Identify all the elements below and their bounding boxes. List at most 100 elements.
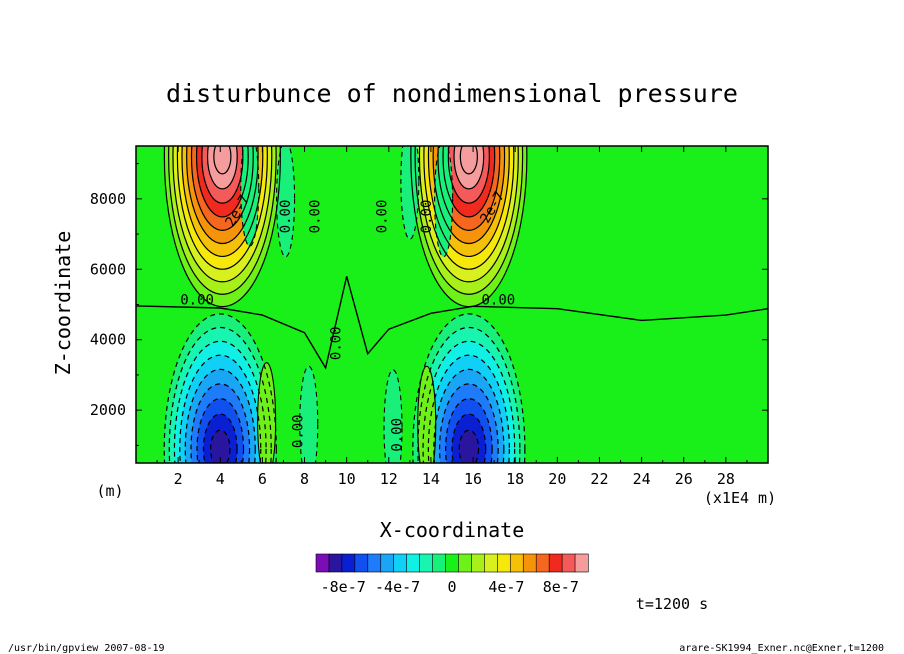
contour-line	[418, 146, 519, 283]
plot-area: 0.00 0.000.00 0.00 0.00 0.000.000.00 0.002e-7…	[135, 145, 769, 464]
contour-lobe-line	[257, 362, 277, 463]
colorbar-swatch	[419, 553, 434, 573]
contour-line	[414, 146, 524, 295]
x-tick-label: 26	[675, 470, 693, 488]
contour-label: 0.00	[278, 200, 294, 234]
contour-band	[213, 146, 231, 174]
contour-line	[172, 146, 273, 283]
x-tick-label: 2	[174, 470, 183, 488]
colorbar-swatch	[471, 553, 485, 573]
colorbar-swatch	[445, 553, 460, 573]
contour-line	[412, 313, 526, 463]
contour-line	[184, 368, 256, 463]
colorbar-swatch	[509, 553, 524, 573]
contour-line	[458, 429, 480, 463]
contour-line	[427, 146, 510, 258]
contour-lobe-line	[400, 146, 420, 240]
colorbar-swatch	[315, 553, 330, 573]
colorbar-swatch	[341, 553, 356, 573]
x-tick-label: 4	[216, 470, 225, 488]
contour-band	[459, 430, 479, 463]
contour-line	[190, 383, 251, 463]
x-tick-label: 10	[338, 470, 356, 488]
y-tick-label: 8000	[90, 190, 126, 208]
contour-line	[438, 383, 499, 463]
contour-label: 0.00	[307, 200, 323, 234]
contour-lobe-line	[383, 369, 403, 463]
contour-lobe-line	[240, 146, 260, 247]
colorbar-label: 8e-7	[543, 578, 579, 596]
contour-lobe-line	[299, 365, 319, 463]
colorbar-swatch	[380, 553, 395, 573]
contour-band	[210, 430, 230, 463]
colorbar-swatch	[367, 553, 382, 573]
contour-lobe	[384, 369, 403, 463]
contour-line	[437, 146, 501, 231]
contour-line	[417, 326, 521, 463]
contour-line	[181, 146, 264, 258]
contour-line	[206, 146, 238, 190]
x-tick-label: 6	[258, 470, 267, 488]
contour-lobe	[276, 146, 295, 257]
contour-line	[432, 146, 506, 245]
x-tick-label: 14	[422, 470, 440, 488]
contour-line	[186, 146, 259, 245]
contour-lobe	[417, 366, 436, 463]
contour-line	[190, 146, 254, 231]
colorbar-label: -8e-7	[321, 578, 366, 596]
colorbar-labels: -8e-7 -4e-7 0 4e-7 8e-7	[321, 578, 579, 596]
colorbar-swatch	[328, 553, 343, 573]
contour-label: 0.00	[481, 293, 515, 309]
contour-line	[201, 146, 244, 204]
x-scale-note: (x1E4 m)	[704, 489, 776, 507]
y-axis-title: Z-coordinate	[51, 231, 75, 376]
contour-line	[445, 398, 493, 463]
x-tick-label: 20	[548, 470, 566, 488]
contour-lobe	[299, 366, 318, 463]
contour-line	[163, 313, 277, 463]
x-axis-title: X-coordinate	[380, 518, 525, 542]
contour-line	[451, 413, 487, 463]
contour-label: 0.00	[180, 293, 214, 309]
contour-lobe	[400, 146, 419, 240]
colorbar-label: -4e-7	[375, 578, 420, 596]
y-tick-label: 4000	[90, 331, 126, 349]
contour-band	[460, 146, 478, 174]
contour-line	[176, 146, 268, 270]
contour-line	[447, 146, 490, 204]
colorbar-swatch	[393, 553, 408, 573]
contour-line	[442, 146, 496, 218]
contour-lobe-line	[276, 146, 296, 258]
y-axis: 2000 4000 6000 8000	[90, 163, 768, 446]
x-axis: 2 4 6 8 10 12 14 16 18 20 22 24 26 28	[156, 146, 748, 488]
contour-line	[168, 326, 272, 463]
time-label: t=1200 s	[636, 595, 708, 613]
x-tick-label: 22	[590, 470, 608, 488]
contour-line	[196, 398, 245, 463]
y-tick-label: 6000	[90, 260, 126, 278]
contour-line	[210, 429, 231, 463]
colorbar-swatch	[432, 553, 447, 573]
zero-contour-line	[136, 276, 768, 370]
contour-line	[453, 146, 485, 190]
colorbar-swatch	[574, 553, 589, 573]
colorbar-swatch	[406, 553, 421, 573]
contour-label: 0.00	[290, 414, 306, 448]
contour-line	[459, 146, 478, 175]
contour-line	[433, 368, 505, 463]
colorbar-swatch	[561, 553, 576, 573]
y-tick-label: 2000	[90, 401, 126, 419]
footer-left: /usr/bin/gpview 2007-08-19	[8, 643, 165, 654]
contour-label: 0.00	[389, 418, 405, 452]
x-tick-label: 28	[717, 470, 735, 488]
contour-line	[213, 146, 232, 175]
colorbar-swatch	[458, 553, 473, 573]
contour-label: 0.00	[328, 326, 344, 360]
colorbar-label: 4e-7	[488, 578, 524, 596]
x-tick-label: 16	[464, 470, 482, 488]
colorbar-swatch	[497, 553, 511, 573]
colorbar-swatch	[548, 553, 563, 573]
x-tick-label: 8	[300, 470, 309, 488]
x-tick-label: 24	[633, 470, 651, 488]
contour-label: 0.00	[419, 200, 435, 234]
